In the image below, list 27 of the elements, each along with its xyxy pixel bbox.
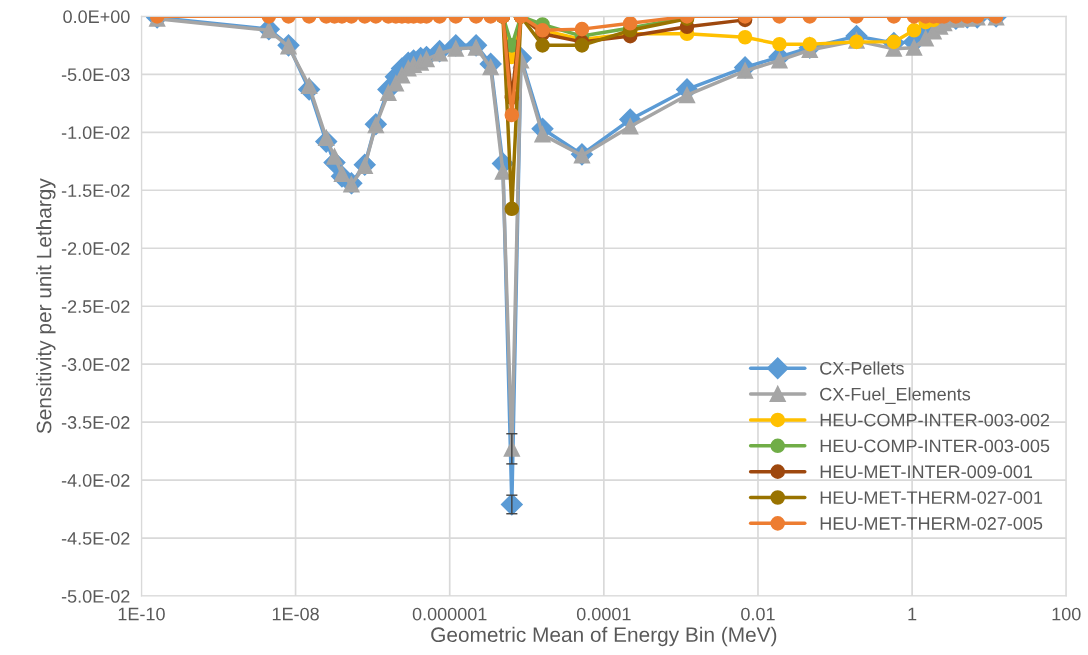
y-tick-label: -1.0E-02 (61, 126, 130, 140)
y-tick-label: 0.0E+00 (63, 10, 130, 24)
x-tick-label: 0.0001 (576, 607, 631, 621)
y-axis-title: Sensitivity per unit Lethargy (36, 178, 56, 434)
x-tick-label: 0.000001 (412, 607, 487, 621)
y-tick-label: -2.5E-02 (61, 300, 130, 313)
x-tick-label: 1E-08 (272, 607, 319, 621)
x-axis-title: Geometric Mean of Energy Bin (MeV) (431, 626, 777, 647)
y-tick-label: -1.5E-02 (61, 184, 130, 197)
legend-label: HEU-COMP-INTER-003-005 (820, 439, 1050, 453)
y-tick-label: -2.0E-02 (61, 242, 130, 255)
x-tick-label: 100 (1052, 607, 1081, 621)
legend-label: CX-Pellets (820, 361, 904, 375)
x-tick-label: 1 (908, 607, 917, 621)
legend-label: CX-Fuel_Elements (820, 387, 971, 404)
legend-label: HEU-MET-THERM-027-005 (820, 517, 1043, 530)
legend-label: HEU-MET-INTER-009-001 (820, 465, 1033, 479)
y-tick-label: -4.0E-02 (61, 474, 130, 487)
y-tick-label: -5.0E-03 (61, 68, 130, 82)
y-tick-label: -4.5E-02 (61, 532, 130, 545)
legend-label: HEU-MET-THERM-027-001 (820, 491, 1043, 504)
y-tick-label: -3.0E-02 (61, 358, 130, 371)
legend-label: HEU-COMP-INTER-003-002 (820, 413, 1050, 427)
y-tick-label: -5.0E-02 (61, 589, 130, 603)
y-tick-label: -3.5E-02 (61, 416, 130, 429)
x-tick-label: 0.01 (741, 607, 775, 621)
x-tick-label: 1E-10 (118, 607, 165, 621)
